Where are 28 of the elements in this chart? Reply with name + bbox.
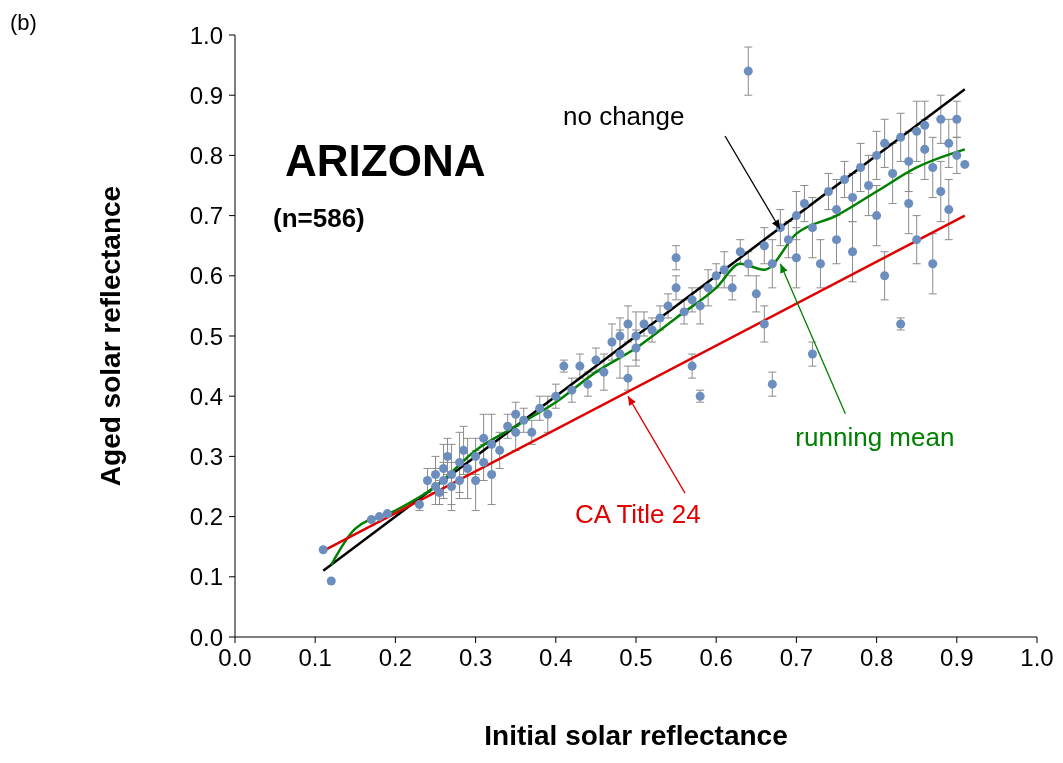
y-tick-label: 0.8 [189, 141, 223, 169]
annotation: (n=586) [273, 203, 365, 233]
x-tick-label: 0.2 [378, 644, 413, 672]
x-tick-label: 0.5 [619, 644, 653, 672]
y-tick-label: 0.6 [189, 262, 223, 290]
y-tick-label: 0.7 [189, 202, 223, 230]
annotation: ARIZONA [285, 136, 486, 185]
x-tick-label: 0.9 [940, 644, 974, 672]
annotation: CA Title 24 [574, 499, 701, 530]
x-tick-label: 0.8 [859, 644, 894, 672]
x-tick-label: 0.3 [458, 644, 493, 672]
annotation: running mean [795, 421, 955, 452]
y-tick-label: 0.5 [189, 322, 223, 350]
x-tick-label: 0.6 [699, 644, 733, 672]
y-tick-label: 0.1 [189, 563, 223, 591]
x-tick-label: 0.1 [298, 644, 332, 672]
text: (b) [10, 10, 37, 35]
x-tick-label: 0.7 [779, 644, 814, 672]
y-tick-label: 0.9 [189, 81, 223, 109]
y-tick-label: 0.2 [189, 503, 223, 531]
y-axis-title: Aged solar reflectance [95, 185, 127, 487]
x-axis-title: Initial solar reflectance [484, 720, 788, 751]
annotation: no change [563, 101, 685, 131]
y-tick-label: 0.3 [189, 442, 223, 470]
y-tick-label: 1.0 [189, 21, 223, 49]
x-tick-label: 1.0 [1020, 644, 1054, 672]
y-tick-label: 0.4 [189, 382, 223, 410]
x-tick-label: 0.4 [539, 644, 573, 672]
